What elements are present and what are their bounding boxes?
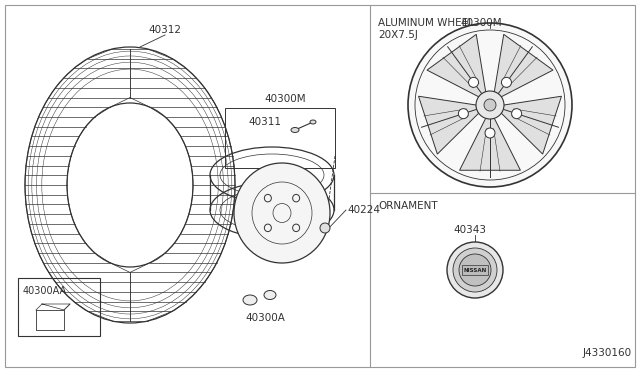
Text: 40311: 40311 (248, 117, 281, 127)
Circle shape (408, 23, 572, 187)
Polygon shape (501, 96, 561, 154)
Text: 40343: 40343 (454, 225, 486, 235)
Bar (462, 265, 488, 275)
Text: 20X7.5J: 20X7.5J (378, 30, 418, 40)
Text: NISSAN: NISSAN (463, 267, 486, 273)
Ellipse shape (291, 128, 299, 132)
Ellipse shape (234, 163, 330, 263)
Ellipse shape (310, 120, 316, 124)
Bar (18, 278, 100, 336)
Circle shape (320, 223, 330, 233)
Text: 40300AA: 40300AA (23, 286, 67, 296)
Circle shape (484, 99, 496, 111)
Circle shape (511, 109, 522, 119)
Polygon shape (494, 34, 553, 97)
Circle shape (476, 91, 504, 119)
Circle shape (485, 128, 495, 138)
Circle shape (447, 242, 503, 298)
Circle shape (458, 109, 468, 119)
Text: 40224: 40224 (347, 205, 380, 215)
Polygon shape (419, 96, 479, 154)
Polygon shape (460, 118, 520, 170)
Text: 40300M: 40300M (265, 94, 307, 104)
Circle shape (468, 77, 479, 87)
Text: J4330160: J4330160 (583, 348, 632, 358)
Text: 40300A: 40300A (245, 313, 285, 323)
Text: ORNAMENT: ORNAMENT (378, 201, 438, 211)
Text: 40312: 40312 (148, 25, 182, 35)
Circle shape (453, 248, 497, 292)
Text: ALUMINUM WHEEL: ALUMINUM WHEEL (378, 18, 474, 28)
Circle shape (459, 254, 491, 286)
Bar (225, 108, 335, 168)
Ellipse shape (243, 295, 257, 305)
Circle shape (502, 77, 511, 87)
Text: 40300M: 40300M (460, 18, 502, 28)
Ellipse shape (264, 291, 276, 299)
Polygon shape (427, 34, 486, 97)
